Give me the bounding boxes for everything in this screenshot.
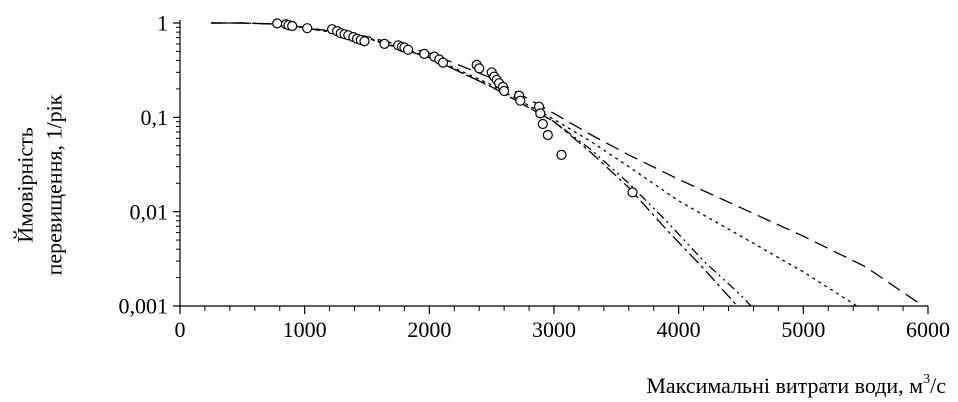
data-point bbox=[515, 95, 526, 106]
x-tick-label: 6000 bbox=[906, 317, 950, 342]
series-line-1 bbox=[211, 22, 924, 307]
y-tick-label: 0,01 bbox=[130, 199, 169, 224]
x-axis-title-main: Максимальні витрати води, м bbox=[646, 373, 923, 398]
data-point bbox=[499, 85, 510, 97]
x-tick-label: 3000 bbox=[532, 317, 576, 342]
data-point bbox=[272, 18, 283, 29]
y-axis-title: Ймовірність перевищення, 1/рік bbox=[13, 94, 67, 275]
x-tick-label: 0 bbox=[175, 317, 186, 342]
x-tick-label: 5000 bbox=[781, 317, 825, 342]
data-point bbox=[403, 44, 414, 55]
data-point bbox=[474, 63, 485, 74]
y-axis-title-line-2: перевищення, 1/рік bbox=[42, 94, 67, 275]
data-point bbox=[542, 129, 553, 141]
x-axis-title: Максимальні витрати води, м3/с bbox=[646, 372, 946, 398]
data-point bbox=[287, 20, 298, 32]
x-tick-label: 2000 bbox=[407, 317, 451, 342]
x-axis-title-sup: 3 bbox=[923, 372, 930, 387]
series-line-4 bbox=[211, 22, 738, 307]
plot-area bbox=[211, 18, 924, 307]
data-point bbox=[556, 149, 567, 160]
x-axis-title-suffix: /с bbox=[930, 373, 946, 398]
series-line-2 bbox=[211, 22, 858, 307]
y-axis-title-line-1: Ймовірність bbox=[13, 127, 38, 243]
x-tick-label: 1000 bbox=[283, 317, 327, 342]
data-point bbox=[627, 187, 638, 198]
data-point bbox=[535, 108, 546, 119]
data-point bbox=[379, 38, 390, 50]
data-point bbox=[419, 48, 430, 60]
y-tick-label: 0,1 bbox=[141, 105, 169, 130]
data-point bbox=[437, 57, 449, 68]
y-tick-label: 0,001 bbox=[119, 294, 169, 319]
data-point bbox=[537, 118, 548, 130]
data-point bbox=[302, 23, 313, 34]
y-tick-label: 1 bbox=[157, 11, 168, 36]
x-tick-label: 4000 bbox=[657, 317, 701, 342]
data-point bbox=[359, 36, 370, 47]
